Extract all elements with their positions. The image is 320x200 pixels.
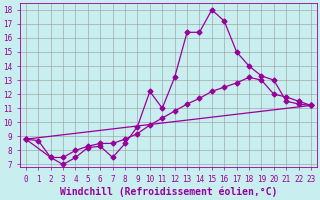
X-axis label: Windchill (Refroidissement éolien,°C): Windchill (Refroidissement éolien,°C) <box>60 187 277 197</box>
